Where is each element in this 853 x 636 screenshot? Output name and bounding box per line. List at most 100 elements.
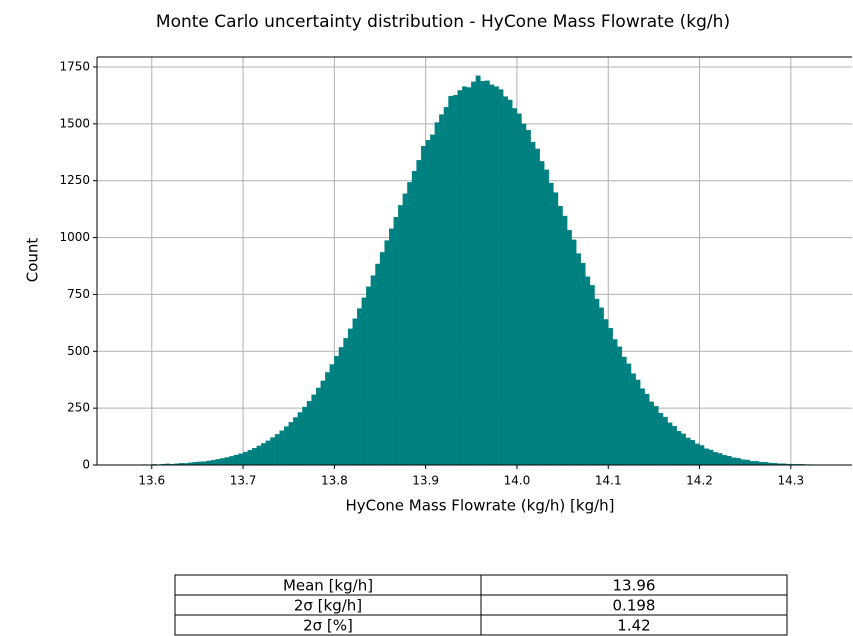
bar (503, 96, 508, 466)
bar (562, 215, 568, 466)
bar (681, 433, 686, 466)
y-tick-label: 500 (67, 344, 90, 358)
bar (731, 457, 737, 466)
bar (580, 262, 586, 466)
bar (320, 380, 326, 466)
bar (740, 459, 746, 466)
bar (594, 298, 600, 466)
bar (653, 406, 659, 466)
table-cell: 2σ [kg/h] (294, 597, 362, 615)
x-tick-label: 14.0 (504, 474, 531, 488)
bar (238, 453, 244, 466)
bar (302, 406, 308, 466)
bar (717, 453, 723, 466)
bar (347, 328, 353, 466)
bar (229, 456, 235, 466)
bar (284, 426, 289, 466)
bar (352, 318, 358, 466)
bar (484, 80, 490, 466)
table-cell: Mean [kg/h] (283, 577, 373, 595)
bar (306, 400, 312, 466)
bar (557, 206, 563, 466)
bar (357, 308, 362, 466)
bar (430, 134, 435, 466)
table-cell: 2σ [%] (303, 617, 353, 635)
bar (411, 171, 417, 466)
x-tick-label: 13.8 (321, 474, 348, 488)
bar (224, 457, 230, 466)
bar (630, 373, 636, 466)
bar (439, 114, 445, 466)
bar (589, 285, 595, 466)
bar (754, 461, 760, 466)
bar (361, 297, 367, 466)
bar (745, 459, 750, 466)
bar (567, 230, 572, 466)
chart-title: Monte Carlo uncertainty distribution - H… (156, 12, 730, 32)
y-tick-label: 1250 (59, 173, 90, 187)
bar (471, 81, 477, 466)
bar (329, 364, 335, 466)
x-tick-label: 13.9 (412, 474, 439, 488)
bar (261, 443, 267, 466)
bar (749, 460, 755, 466)
bar (685, 437, 691, 466)
bar (466, 87, 472, 466)
bar (548, 182, 554, 466)
bar (480, 80, 486, 466)
bar (325, 372, 330, 466)
bar (603, 319, 609, 466)
bar (334, 355, 340, 466)
y-axis-label: Count (24, 238, 42, 283)
bar (626, 363, 632, 466)
bar (370, 275, 376, 466)
bar (649, 401, 655, 466)
y-tick-label: 1500 (59, 116, 90, 130)
bar (617, 346, 623, 466)
bar (265, 440, 271, 466)
x-tick-label: 14.3 (777, 474, 804, 488)
bar (667, 422, 673, 466)
bar (398, 205, 403, 466)
bar (443, 107, 449, 466)
bar (612, 339, 618, 466)
bar (379, 252, 385, 466)
y-tick-label: 0 (82, 458, 90, 472)
bar (206, 460, 212, 466)
bar (242, 451, 248, 466)
table-cell: 0.198 (613, 597, 656, 615)
bar (553, 192, 559, 466)
bar (535, 148, 540, 466)
bar (672, 425, 677, 466)
bar (311, 394, 317, 466)
bar (489, 84, 495, 466)
bar (288, 422, 294, 466)
bar (293, 417, 298, 466)
bar (384, 240, 390, 466)
bar (635, 379, 641, 466)
bar (279, 430, 285, 466)
bar (297, 412, 303, 466)
bar (713, 452, 718, 466)
bar (457, 90, 463, 466)
bar (699, 445, 705, 466)
bar (576, 253, 582, 466)
bar (735, 458, 741, 466)
bar (434, 122, 440, 466)
bar (274, 434, 280, 466)
x-axis-label: HyCone Mass Flowrate (kg/h) [kg/h] (345, 497, 614, 515)
bar (270, 437, 276, 466)
bar (215, 459, 221, 466)
bar (256, 445, 262, 466)
bar (475, 75, 481, 466)
bar (726, 455, 732, 466)
bar (608, 327, 613, 466)
bar (462, 86, 467, 466)
bar (621, 356, 627, 466)
table-cell: 13.96 (613, 577, 656, 595)
bar (416, 160, 422, 466)
y-tick-label: 250 (67, 401, 90, 415)
bar (571, 239, 577, 466)
bar (407, 182, 413, 466)
axes-frame (96, 56, 852, 466)
